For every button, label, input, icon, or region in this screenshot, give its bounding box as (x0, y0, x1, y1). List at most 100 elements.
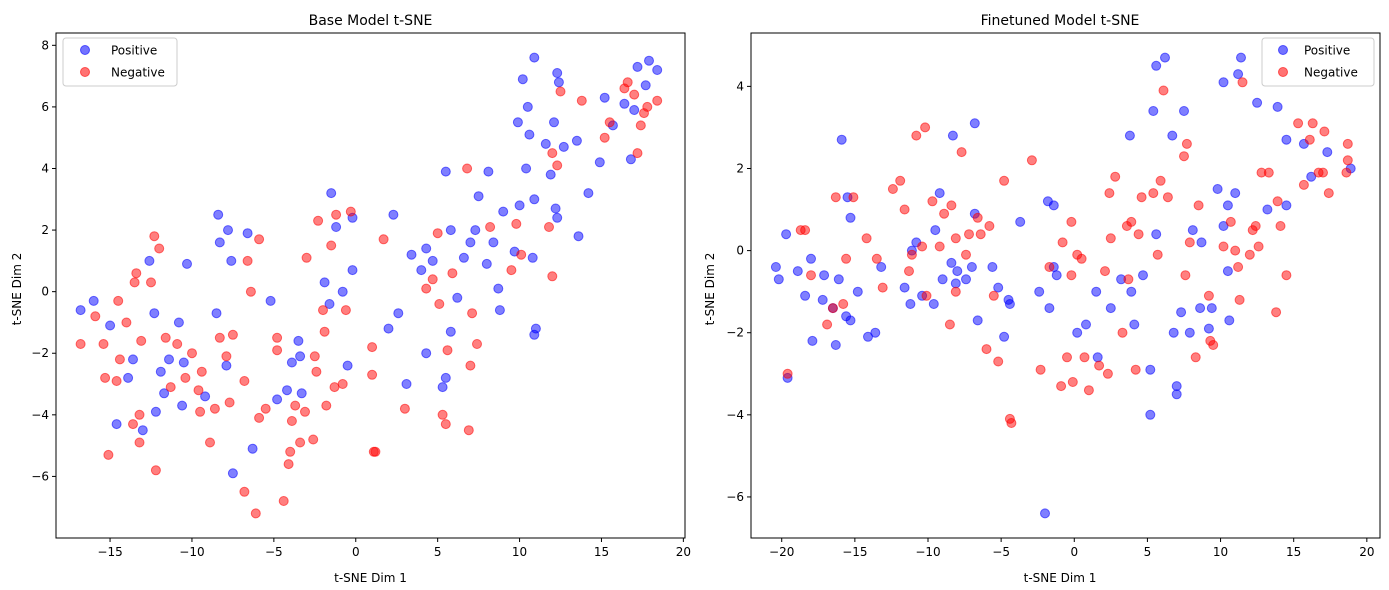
data-point-positive (1160, 52, 1170, 63)
axis-ticks: −15 −10 −5 0 5 10 15 20 −6 −4 −2 0 2 4 6 8 (31, 38, 691, 559)
data-point-negative (250, 508, 261, 519)
y-tick-label: −2 (726, 326, 744, 340)
data-point-negative (972, 212, 983, 223)
data-point-positive (388, 209, 399, 220)
data-point-negative (975, 229, 986, 240)
data-point-positive (295, 351, 306, 362)
data-point-negative (1225, 216, 1236, 227)
data-point-negative (1126, 216, 1137, 227)
x-tick-label: −15 (97, 545, 122, 559)
data-point-positive (137, 425, 148, 436)
data-point-positive (1129, 319, 1140, 330)
data-point-positive (552, 68, 563, 78)
legend: Positive Negative (1261, 37, 1375, 87)
x-tick-label: 20 (1359, 545, 1374, 559)
x-axis-label: t-SNE Dim 1 (1024, 571, 1097, 585)
data-point-negative (187, 348, 197, 359)
data-point-negative (506, 265, 517, 276)
x-axis-label: t-SNE Dim 1 (334, 571, 407, 585)
data-point-positive (149, 308, 160, 319)
data-point-positive (498, 206, 509, 217)
plot-frame (55, 32, 686, 539)
data-point-positive (1081, 319, 1091, 330)
data-point-negative (1307, 118, 1318, 129)
data-point-positive (440, 372, 451, 383)
data-point-positive (347, 265, 358, 276)
data-point-positive (833, 274, 844, 285)
data-point-negative (547, 271, 558, 282)
data-point-positive (571, 135, 582, 146)
data-point-positive (928, 299, 939, 309)
data-point-positive (393, 308, 404, 319)
data-point-positive (552, 212, 563, 223)
x-tick-label: 5 (434, 545, 442, 559)
data-point-negative (462, 163, 473, 174)
data-point-positive (1272, 101, 1283, 112)
data-point-negative (1117, 327, 1128, 338)
data-point-negative (113, 295, 124, 306)
data-point-negative (984, 221, 995, 231)
data-point-positive (1145, 409, 1156, 420)
data-point-negative (1342, 155, 1353, 166)
data-point-negative (1184, 237, 1195, 248)
y-tick-label: −2 (31, 346, 49, 360)
data-point-positive (331, 222, 342, 232)
data-point-positive (493, 283, 504, 294)
data-point-negative (1293, 118, 1304, 129)
legend-box (62, 37, 178, 87)
data-point-positive (1034, 286, 1045, 297)
data-point-positive (247, 443, 258, 454)
y-axis-label: t-SNE Dim 2 (703, 253, 717, 326)
data-point-negative (1133, 229, 1144, 240)
data-point-negative (283, 459, 294, 470)
data-point-positive (517, 74, 528, 85)
data-point-negative (345, 206, 356, 217)
data-point-negative (463, 425, 474, 436)
data-point-negative (629, 89, 640, 100)
data-point-positive (1040, 508, 1050, 519)
scatter-points (75, 52, 663, 519)
data-point-positive (969, 118, 980, 129)
data-point-positive (1306, 171, 1317, 182)
data-point-negative (1162, 192, 1173, 203)
data-point-negative (209, 403, 220, 414)
data-point-positive (558, 141, 569, 152)
data-point-negative (1105, 233, 1116, 244)
data-point-positive (1126, 286, 1137, 297)
data-point-positive (488, 237, 499, 248)
data-point-positive (1222, 200, 1233, 211)
data-point-positive (401, 379, 412, 389)
data-point-positive (1252, 97, 1263, 108)
data-point-negative (895, 175, 906, 186)
data-point-positive (966, 262, 977, 272)
data-point-negative (848, 192, 859, 203)
data-point-positive (905, 299, 916, 309)
data-point-negative (552, 160, 563, 171)
base-model-panel: Base Model t-SNE t-SNE Dim 1 t-SNE Dim 2… (10, 13, 691, 585)
data-point-positive (123, 372, 134, 383)
y-tick-label: −6 (31, 469, 49, 483)
data-point-negative (921, 290, 932, 301)
data-point-negative (472, 339, 482, 349)
x-tick-label: −5 (265, 545, 283, 559)
data-point-negative (950, 286, 961, 297)
data-point-negative (367, 369, 378, 380)
data-point-positive (1124, 130, 1135, 141)
legend-label-negative: Negative (1304, 66, 1358, 80)
data-point-negative (465, 360, 476, 371)
data-point-negative (308, 434, 319, 445)
data-point-negative (340, 305, 351, 316)
data-point-negative (239, 376, 250, 386)
data-point-negative (861, 233, 872, 244)
data-point-positive (1105, 303, 1116, 314)
x-tick-label: −20 (769, 545, 794, 559)
data-point-positive (781, 229, 792, 240)
data-point-positive (514, 200, 525, 211)
legend-marker-positive (80, 45, 90, 55)
x-tick-label: −15 (842, 545, 867, 559)
data-point-negative (1281, 270, 1292, 281)
data-point-negative (547, 148, 558, 159)
data-point-negative (319, 326, 330, 337)
data-point-negative (1148, 188, 1159, 199)
data-point-negative (830, 192, 841, 203)
